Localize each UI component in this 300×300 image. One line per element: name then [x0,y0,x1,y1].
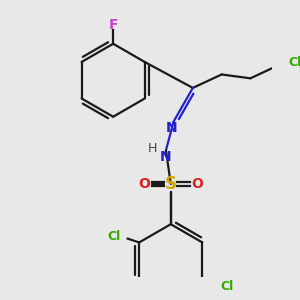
Text: N: N [166,121,178,135]
Text: O: O [192,177,204,191]
Text: F: F [108,18,118,32]
Text: S: S [165,175,177,193]
Text: Cl: Cl [108,230,121,243]
Text: H: H [148,142,157,155]
Text: Cl: Cl [221,280,234,293]
Text: Cl: Cl [288,56,300,70]
Text: O: O [138,177,150,191]
Text: N: N [160,150,172,164]
